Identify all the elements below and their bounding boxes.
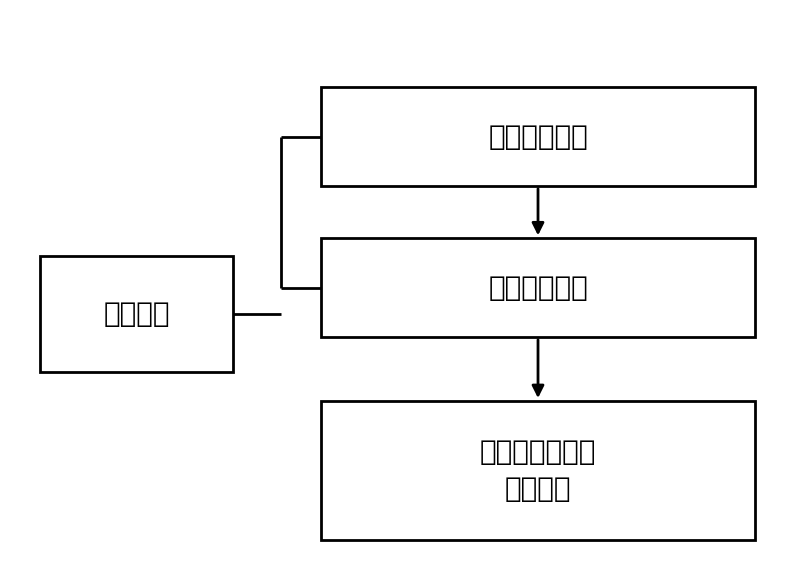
Text: 电源装置: 电源装置 [103, 300, 169, 328]
Text: 轨旁或车站监测
分析装置: 轨旁或车站监测 分析装置 [480, 438, 595, 503]
Bar [321, 238, 754, 337]
Text: 边缘处理装置: 边缘处理装置 [488, 274, 587, 302]
Bar [321, 401, 754, 540]
Bar [321, 87, 754, 186]
Bar [40, 256, 233, 372]
Text: 信息采集装置: 信息采集装置 [488, 123, 587, 150]
